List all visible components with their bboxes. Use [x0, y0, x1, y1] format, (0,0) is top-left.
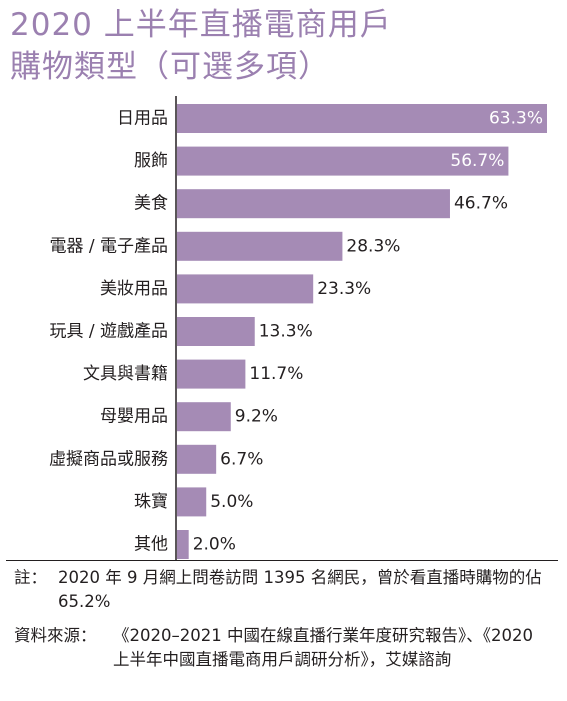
- value-label: 63.3%: [489, 109, 543, 129]
- value-label: 11.7%: [249, 364, 303, 384]
- footnote-text: 2020 年 9 月網上問卷訪問 1395 名網民，曾於看直播時購物的佔 65.…: [58, 568, 542, 611]
- bar: [177, 402, 231, 432]
- bar: [177, 317, 255, 346]
- category-label: 母嬰用品: [100, 407, 168, 427]
- value-label: 56.7%: [450, 151, 504, 171]
- category-label: 虛擬商品或服務: [49, 449, 168, 469]
- category-label: 日用品: [117, 109, 168, 129]
- category-label: 玩具 / 遊戲產品: [49, 322, 168, 342]
- category-label: 服飾: [134, 151, 168, 171]
- bar: [177, 104, 547, 133]
- value-label: 28.3%: [346, 236, 400, 256]
- divider-line: [6, 560, 558, 561]
- bar: [177, 444, 217, 474]
- category-label: 文具與書籍: [83, 364, 168, 384]
- bar: [177, 231, 343, 261]
- value-label: 9.2%: [235, 407, 278, 427]
- title-line-2: 購物類型（可選多項）: [10, 49, 330, 85]
- category-label: 電器 / 電子產品: [49, 236, 168, 256]
- bar-chart: 日用品 63.3% 服飾 56.7% 美食 46.7% 電器 / 電子產品 28.3% 美妝用品…: [49, 96, 547, 560]
- source-note: 資料來源： 《2020–2021 中國在線直播行業年度研究報告》、《2020 上…: [14, 624, 554, 672]
- source-label: 資料來源：: [14, 626, 97, 645]
- bar: [177, 487, 207, 517]
- source-text: 《2020–2021 中國在線直播行業年度研究報告》、《2020 上半年中國直播…: [113, 626, 533, 669]
- category-label: 美食: [134, 194, 168, 214]
- bar: [177, 530, 189, 559]
- footnote: 註： 2020 年 9 月網上問卷訪問 1395 名網民，曾於看直播時購物的佔 …: [14, 566, 554, 614]
- footnote-label: 註：: [14, 568, 47, 587]
- value-label: 13.3%: [259, 322, 313, 342]
- chart-title: 2020 上半年直播電商用戶 購物類型（可選多項）: [10, 4, 560, 88]
- bar: [177, 189, 450, 219]
- category-label: 美妝用品: [100, 279, 168, 299]
- value-label: 6.7%: [220, 449, 263, 469]
- bar: [177, 274, 314, 304]
- title-line-1: 2020 上半年直播電商用戶: [10, 7, 392, 43]
- category-label: 珠寶: [134, 491, 168, 512]
- value-label: 2.0%: [193, 535, 236, 555]
- bar: [177, 146, 509, 176]
- value-label: 46.7%: [454, 194, 508, 214]
- category-label: 其他: [134, 535, 168, 555]
- bar: [177, 359, 246, 389]
- value-label: 23.3%: [317, 279, 371, 299]
- value-label: 5.0%: [210, 492, 253, 512]
